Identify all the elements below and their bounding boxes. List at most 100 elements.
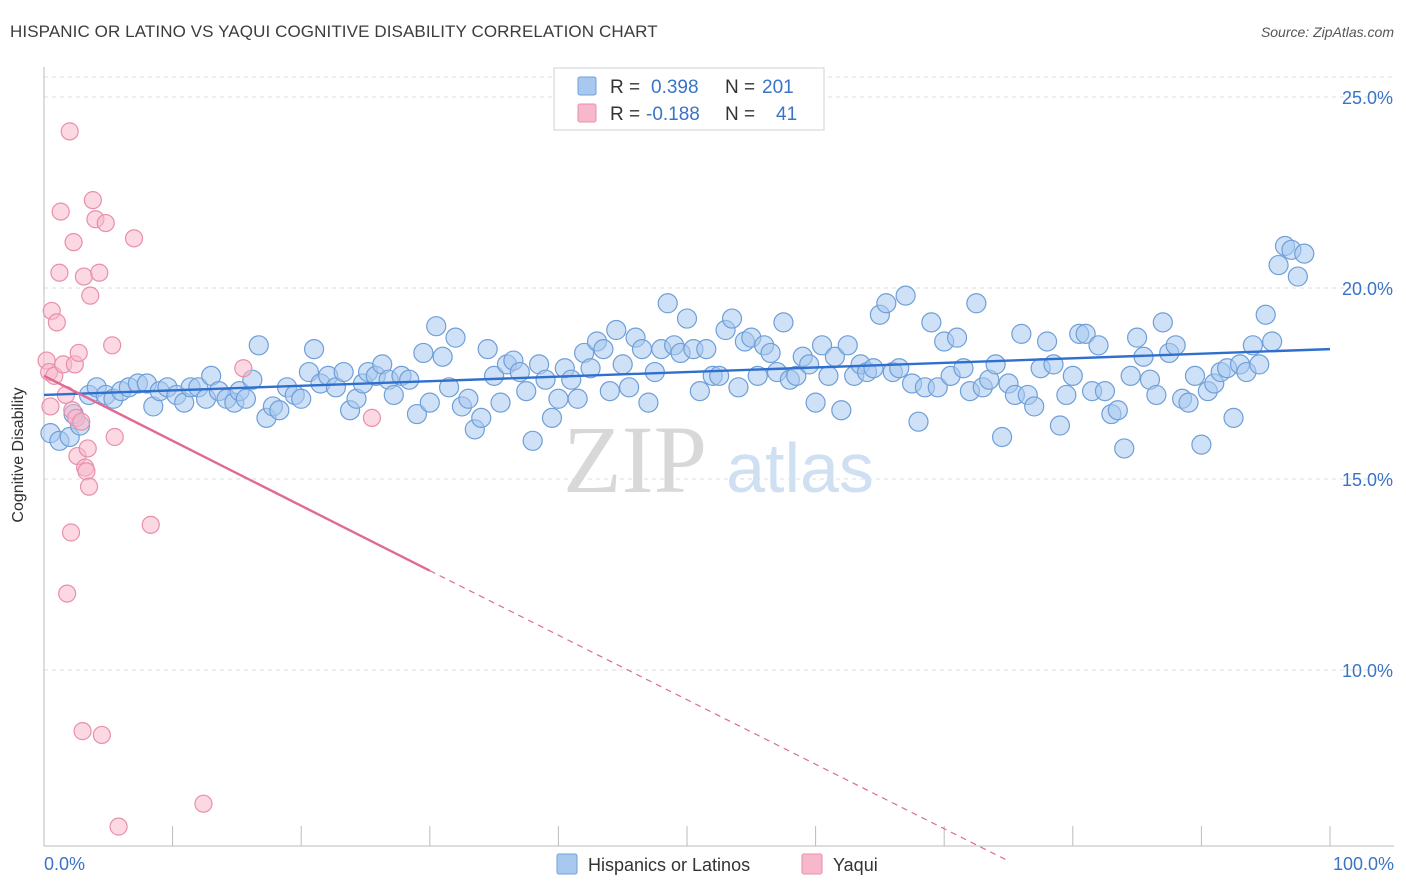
- watermark-zip: ZIP: [563, 406, 707, 513]
- point-pts-pink-29: [90, 263, 109, 282]
- trend-line-yaqui-extended: [429, 570, 1009, 862]
- stats-swatch-pink: [577, 103, 597, 123]
- legend-swatch-yaqui: [801, 853, 823, 875]
- point-pts-blue-83: [612, 354, 633, 375]
- point-pts-pink-34: [109, 817, 128, 836]
- point-pts-pink-7: [51, 202, 70, 221]
- point-pts-blue-95: [689, 381, 710, 402]
- point-pts-blue-26: [235, 388, 257, 409]
- point-pts-blue-69: [522, 430, 543, 451]
- x-tick-label-max: 100.0%: [1333, 854, 1394, 874]
- point-pts-blue-78: [580, 358, 601, 379]
- point-pts-pink-30: [92, 725, 111, 745]
- trend-lines: [43, 347, 1331, 862]
- stats-n-value-2: 41: [776, 104, 797, 125]
- point-pts-blue-155: [1075, 323, 1096, 344]
- stats-n-label-1: N =: [725, 77, 755, 98]
- point-pts-blue-135: [946, 327, 968, 348]
- stats-box: R = 0.398 N = 201 R = -0.188 N = 41: [553, 67, 825, 131]
- point-pts-blue-110: [786, 365, 807, 386]
- point-pts-pink-38: [234, 359, 253, 378]
- stats-r-value-1: 0.398: [651, 77, 699, 98]
- point-pts-blue-132: [927, 377, 948, 398]
- point-pts-blue-62: [477, 339, 498, 360]
- point-pts-blue-98: [709, 365, 730, 386]
- point-pts-blue-112: [799, 354, 820, 375]
- point-pts-blue-115: [818, 365, 839, 386]
- point-pts-blue-71: [535, 369, 556, 390]
- series-yaqui-points: [37, 122, 382, 836]
- chart-title: HISPANIC OR LATINO VS YAQUI COGNITIVE DI…: [10, 22, 658, 41]
- point-pts-blue-162: [1120, 365, 1141, 386]
- point-pts-blue-64: [490, 392, 511, 413]
- point-pts-blue-55: [432, 346, 453, 367]
- point-pts-pink-39: [362, 408, 382, 427]
- point-pts-blue-59: [458, 388, 479, 409]
- point-pts-blue-161: [1114, 438, 1135, 459]
- point-pts-blue-108: [773, 312, 794, 333]
- point-pts-blue-126: [889, 358, 910, 379]
- point-pts-blue-93: [676, 308, 698, 329]
- point-pts-blue-158: [1094, 381, 1116, 402]
- point-pts-blue-82: [606, 319, 627, 341]
- point-pts-blue-31: [269, 400, 290, 421]
- point-pts-pink-14: [64, 233, 83, 252]
- point-pts-blue-68: [516, 381, 537, 402]
- stats-n-label-2: N =: [725, 104, 755, 125]
- point-pts-blue-169: [1165, 335, 1186, 356]
- point-pts-blue-149: [1036, 331, 1058, 352]
- point-pts-pink-18: [69, 343, 88, 363]
- point-pts-blue-114: [811, 335, 833, 356]
- point-pts-pink-23: [77, 462, 96, 481]
- point-pts-blue-84: [619, 377, 640, 398]
- point-pts-blue-57: [445, 327, 466, 348]
- legend-label-yaqui: Yaqui: [833, 855, 878, 875]
- point-pts-pink-2: [41, 397, 60, 416]
- point-pts-pink-26: [81, 286, 100, 305]
- point-pts-blue-76: [567, 388, 588, 409]
- point-pts-pink-19: [72, 412, 91, 431]
- point-pts-pink-20: [73, 722, 92, 741]
- point-pts-blue-145: [1011, 323, 1032, 344]
- point-pts-blue-34: [291, 388, 312, 409]
- point-pts-blue-75: [561, 369, 582, 390]
- point-pts-blue-51: [406, 403, 428, 425]
- stats-r-label-1: R =: [610, 77, 640, 98]
- point-pts-blue-141: [985, 354, 1006, 375]
- point-pts-blue-188: [1287, 266, 1308, 287]
- point-pts-pink-27: [83, 191, 102, 210]
- point-pts-blue-124: [876, 293, 897, 314]
- point-pts-blue-48: [383, 384, 404, 406]
- point-pts-blue-183: [1255, 304, 1276, 325]
- point-pts-blue-172: [1184, 365, 1206, 386]
- legend-swatch-hispanics: [556, 853, 578, 875]
- point-pts-pink-6: [50, 263, 69, 282]
- legend: Hispanics or Latinos Yaqui: [556, 853, 878, 875]
- point-pts-pink-31: [96, 213, 115, 233]
- source-label: Source: ZipAtlas.com: [1260, 24, 1394, 40]
- point-pts-blue-117: [831, 400, 852, 421]
- point-pts-blue-167: [1152, 312, 1173, 333]
- y-tick-label-20: 20.0%: [1342, 279, 1393, 299]
- point-pts-blue-113: [805, 392, 826, 413]
- point-pts-blue-50: [399, 369, 420, 390]
- point-pts-blue-171: [1178, 392, 1199, 413]
- point-pts-blue-142: [991, 426, 1013, 448]
- point-pts-blue-96: [696, 339, 717, 360]
- point-pts-pink-11: [60, 122, 79, 141]
- point-pts-blue-157: [1088, 335, 1109, 356]
- point-pts-blue-129: [908, 411, 929, 432]
- point-pts-blue-163: [1126, 327, 1148, 348]
- point-pts-pink-5: [47, 313, 66, 332]
- point-pts-blue-54: [426, 316, 447, 337]
- point-pts-blue-72: [541, 407, 563, 428]
- point-pts-blue-118: [837, 335, 858, 356]
- stats-r-label-2: R =: [610, 104, 640, 125]
- trend-line-hispanics: [43, 347, 1331, 397]
- point-pts-blue-87: [638, 392, 659, 413]
- trend-line-yaqui: [43, 374, 431, 572]
- point-pts-blue-80: [593, 339, 614, 360]
- point-pts-pink-35: [124, 229, 144, 248]
- point-pts-blue-127: [895, 285, 916, 306]
- point-pts-blue-151: [1049, 415, 1071, 436]
